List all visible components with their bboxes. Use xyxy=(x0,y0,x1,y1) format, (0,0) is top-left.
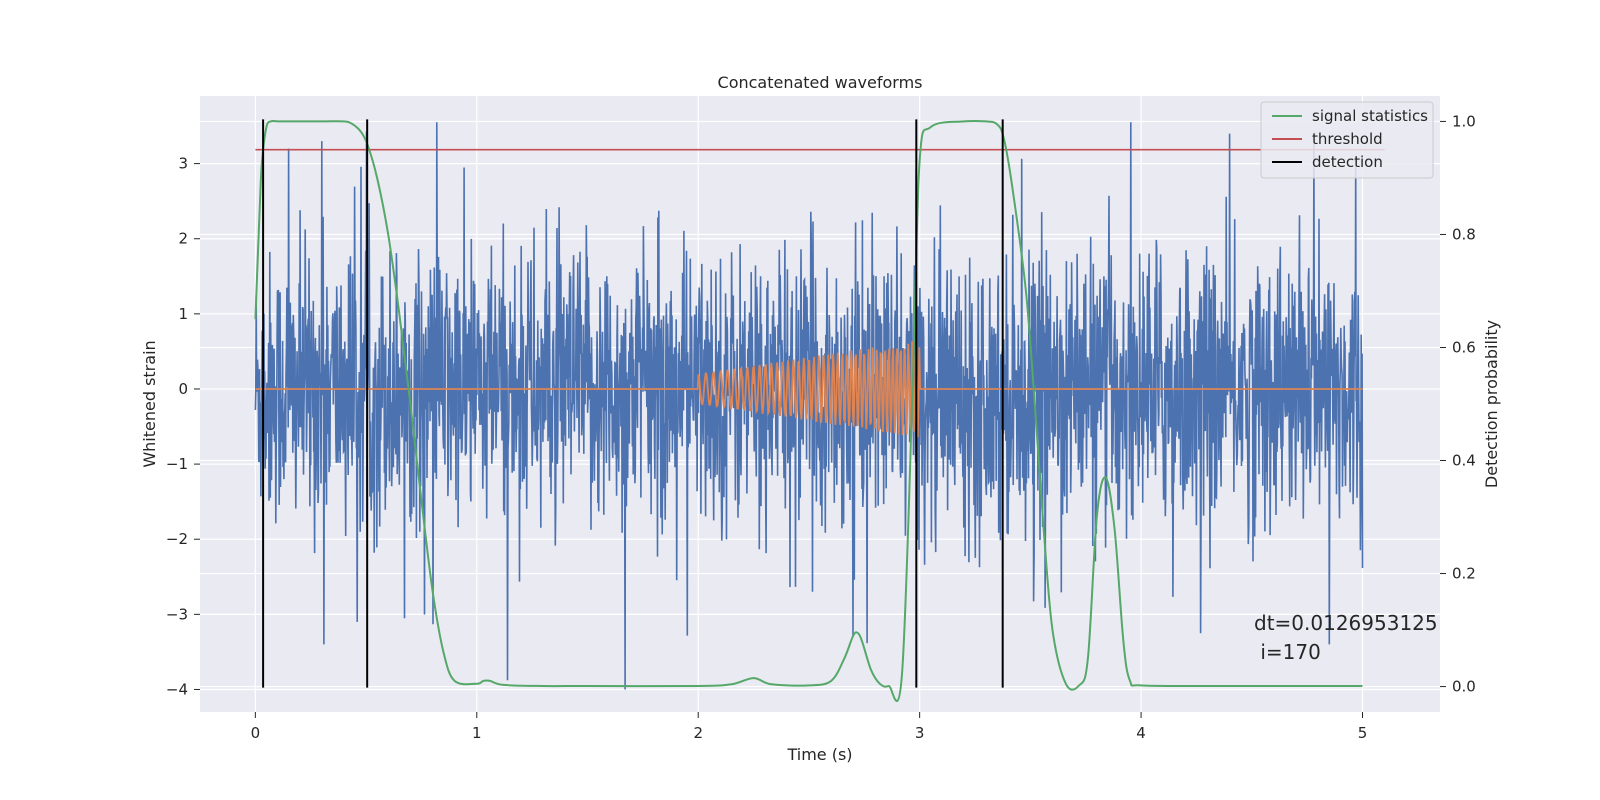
y-left-tick-label: 1 xyxy=(178,305,188,323)
y-axis-left-label: Whitened strain xyxy=(140,340,159,467)
chirp-signal-series xyxy=(255,341,1363,438)
x-tick-label: 2 xyxy=(693,724,703,742)
y-left-tick-label: 3 xyxy=(178,155,188,173)
y-left-tick-label: −1 xyxy=(166,455,188,473)
y-right-tick-label: 1.0 xyxy=(1452,112,1476,130)
y-axis-right-label: Detection probability xyxy=(1482,320,1501,488)
y-left-tick-label: −2 xyxy=(166,530,188,548)
legend-label-threshold: threshold xyxy=(1312,130,1383,148)
annotation-dt: dt=0.0126953125 xyxy=(1254,611,1438,635)
y-left-tick-label: 2 xyxy=(178,230,188,248)
legend-label-signal-statistics: signal statistics xyxy=(1312,107,1428,125)
ticks: 0 1 2 3 4 5 −4 −3 −2 −1 0 1 2 3 0.0 0.2 0.4 0.6 0.8 1.0 xyxy=(166,112,1476,742)
legend: signal statistics threshold detection xyxy=(1260,101,1434,179)
legend-box xyxy=(1260,101,1434,179)
x-tick-label: 4 xyxy=(1136,724,1146,742)
x-tick-label: 5 xyxy=(1358,724,1368,742)
y-right-tick-label: 0.8 xyxy=(1452,225,1476,243)
annotation-index: i=170 xyxy=(1254,640,1321,664)
data-layer xyxy=(254,119,1385,702)
y-right-tick-label: 0.6 xyxy=(1452,338,1476,356)
x-tick-label: 3 xyxy=(915,724,925,742)
y-left-tick-label: −3 xyxy=(166,605,188,623)
strain-noise-series xyxy=(254,122,1364,690)
x-tick-label: 0 xyxy=(251,724,261,742)
signal-statistics-series xyxy=(254,119,1363,702)
chart-title: Concatenated waveforms xyxy=(718,73,923,92)
y-left-tick-label: 0 xyxy=(178,380,188,398)
y-right-tick-label: 0.4 xyxy=(1452,452,1476,470)
x-axis-label: Time (s) xyxy=(786,745,852,764)
x-tick-label: 1 xyxy=(472,724,482,742)
legend-label-detection: detection xyxy=(1312,153,1383,171)
y-left-tick-label: −4 xyxy=(166,680,188,698)
y-right-tick-label: 0.2 xyxy=(1452,565,1476,583)
y-right-tick-label: 0.0 xyxy=(1452,678,1476,696)
